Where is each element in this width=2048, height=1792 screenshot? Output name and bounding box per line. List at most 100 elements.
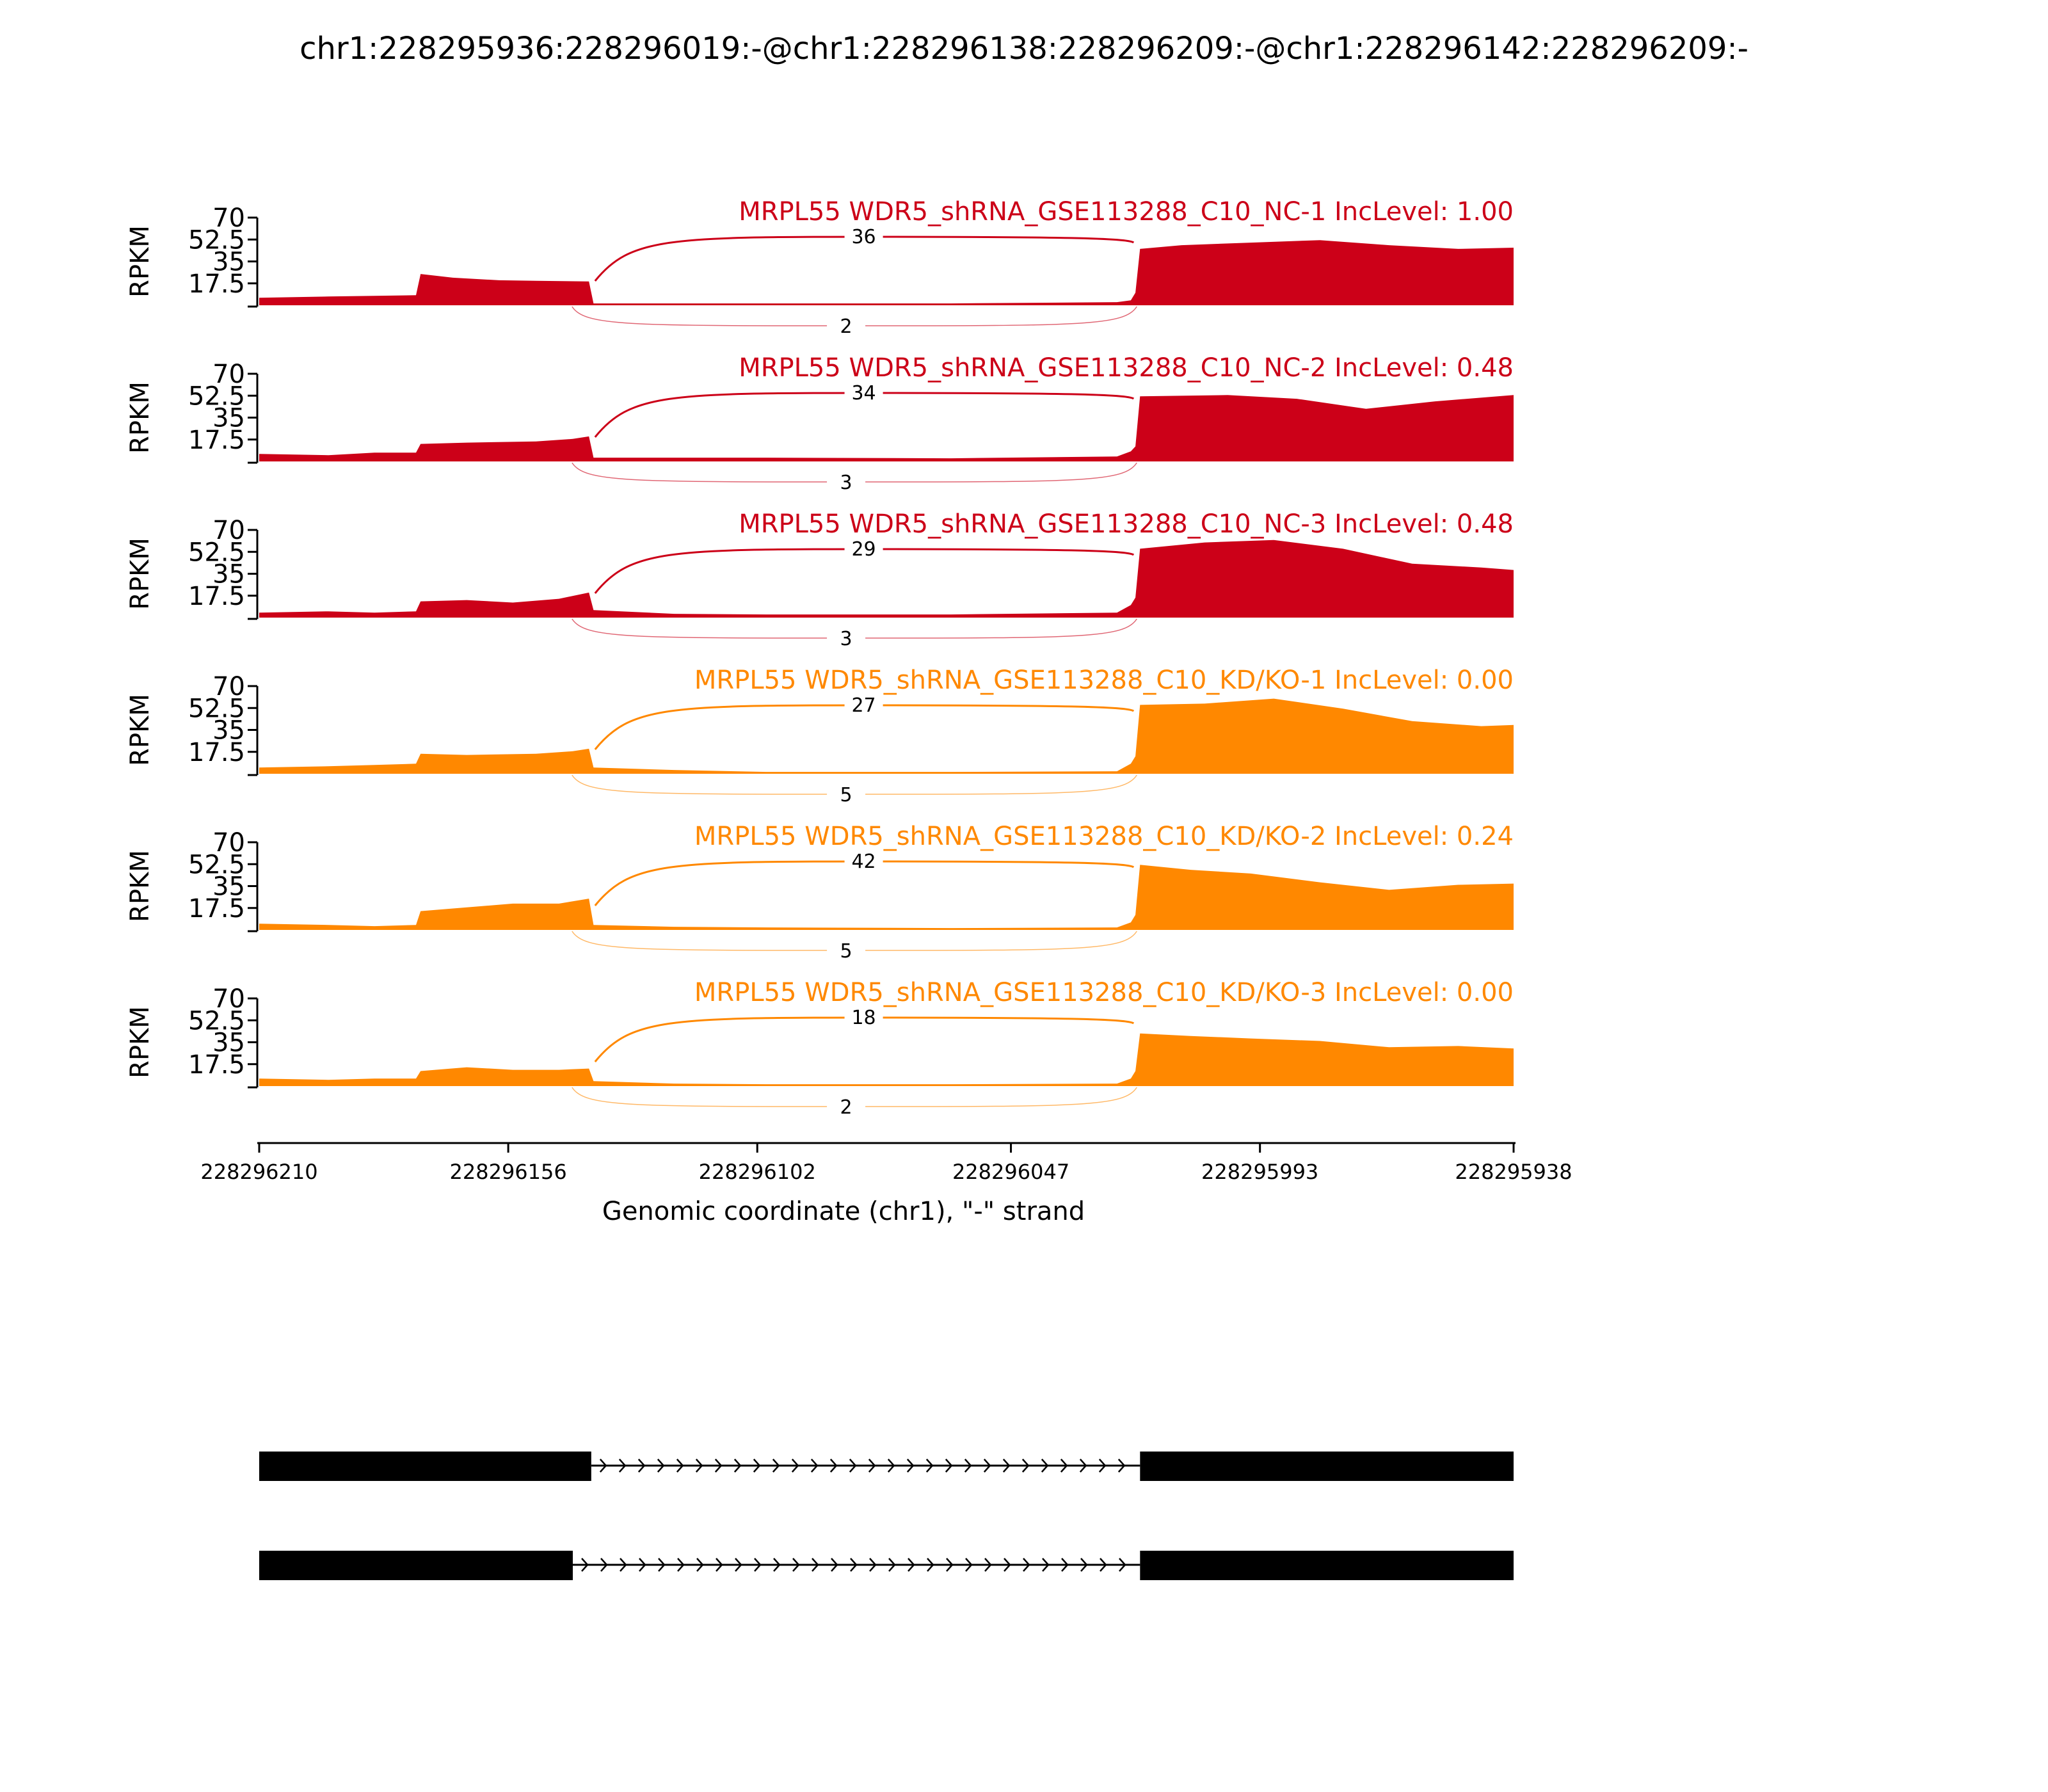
exon-block <box>1140 1551 1514 1580</box>
strand-arrow <box>829 1459 838 1473</box>
x-tick-label: 228296210 <box>200 1160 317 1184</box>
strand-arrow <box>927 1558 934 1572</box>
junction-label-bg <box>844 227 883 247</box>
junction-label-bg <box>844 539 883 559</box>
junction-count-lower: 2 <box>840 1096 852 1119</box>
strand-arrow <box>714 1459 723 1473</box>
strand-arrow <box>908 1558 915 1572</box>
strand-arrow <box>849 1459 857 1473</box>
y-axis-label: RPKM <box>125 538 155 610</box>
y-tick-label: 52.5 <box>188 225 245 255</box>
x-tick-label: 228295993 <box>1201 1160 1318 1184</box>
y-tick-label: 17.5 <box>188 269 245 299</box>
gene-model-tracks <box>259 1452 1514 1580</box>
exon-block <box>259 1551 573 1580</box>
strand-arrow <box>887 1459 895 1473</box>
y-tick-label: 70 <box>212 204 245 233</box>
coverage-area <box>259 540 1514 618</box>
strand-arrow <box>600 1558 608 1572</box>
junction-count-upper: 29 <box>851 538 876 561</box>
junction-label-bg <box>844 695 883 716</box>
coverage-area <box>259 698 1514 774</box>
junction-count-upper: 34 <box>851 382 876 404</box>
strand-arrow <box>1060 1459 1068 1473</box>
y-tick-label: 35 <box>212 1028 245 1058</box>
strand-arrow <box>810 1459 819 1473</box>
y-axis-label: RPKM <box>125 225 155 298</box>
y-tick-label: 17.5 <box>188 738 245 767</box>
y-tick-label: 52.5 <box>188 1006 245 1036</box>
strand-arrow <box>599 1459 607 1473</box>
junction-count-upper: 18 <box>851 1007 876 1029</box>
y-tick-label: 70 <box>212 672 245 701</box>
junction-count-lower: 2 <box>840 316 852 338</box>
y-tick-label: 17.5 <box>188 1050 245 1080</box>
strand-arrow <box>716 1558 723 1572</box>
junction-label-bg <box>844 851 883 872</box>
coverage-area <box>259 1033 1514 1086</box>
y-tick-label: 70 <box>212 984 245 1014</box>
junction-count-lower: 5 <box>840 784 852 806</box>
junction-label-bg <box>827 1098 866 1117</box>
strand-arrow <box>1023 1558 1030 1572</box>
y-tick-label: 17.5 <box>188 426 245 455</box>
strand-arrow <box>983 1459 991 1473</box>
strand-arrow <box>773 1558 781 1572</box>
strand-arrow <box>1021 1459 1030 1473</box>
strand-arrow <box>888 1558 896 1572</box>
y-axis-label: RPKM <box>125 850 155 922</box>
y-tick-label: 52.5 <box>188 694 245 723</box>
strand-arrow <box>812 1558 819 1572</box>
track-label: MRPL55 WDR5_shRNA_GSE113288_C10_KD/KO-2 … <box>694 822 1514 851</box>
strand-arrow <box>1100 1558 1107 1572</box>
strand-arrow <box>639 1558 646 1572</box>
junction-label-bg <box>844 1007 883 1028</box>
strand-arrow <box>581 1558 589 1572</box>
strand-arrow <box>868 1459 876 1473</box>
junction-count-lower: 3 <box>840 472 852 494</box>
strand-arrow <box>792 1558 800 1572</box>
exon-block <box>259 1452 591 1481</box>
strand-arrow <box>831 1558 838 1572</box>
y-tick-label: 17.5 <box>188 894 245 924</box>
y-tick-label: 70 <box>212 828 245 858</box>
strand-arrow <box>984 1558 992 1572</box>
y-axis-label: RPKM <box>125 381 155 454</box>
strand-arrow <box>869 1558 877 1572</box>
coverage-area <box>259 240 1514 305</box>
track-label: MRPL55 WDR5_shRNA_GSE113288_C10_KD/KO-1 … <box>694 666 1514 695</box>
coverage-area <box>259 865 1514 930</box>
strand-arrow <box>618 1459 627 1473</box>
strand-arrow <box>735 1558 742 1572</box>
strand-arrow <box>1117 1459 1126 1473</box>
strand-arrow <box>657 1459 665 1473</box>
strand-arrow <box>1061 1558 1069 1572</box>
track-label: MRPL55 WDR5_shRNA_GSE113288_C10_NC-3 Inc… <box>739 509 1514 539</box>
coverage-area <box>259 395 1514 461</box>
strand-arrow <box>945 1459 953 1473</box>
y-axis-label: RPKM <box>125 694 155 766</box>
strand-arrow <box>1119 1558 1126 1572</box>
y-tick-label: 35 <box>212 560 245 589</box>
junction-count-upper: 27 <box>851 694 876 717</box>
y-axis-label: RPKM <box>125 1006 155 1078</box>
strand-arrow <box>733 1459 742 1473</box>
track-label: MRPL55 WDR5_shRNA_GSE113288_C10_NC-2 Inc… <box>739 353 1514 383</box>
x-axis: 228296210 228296156 228296102 228296047 2282… <box>200 1142 1572 1184</box>
strand-arrow <box>850 1558 858 1572</box>
strand-arrow <box>695 1459 703 1473</box>
junction-label-bg <box>827 629 866 648</box>
y-tick-label: 70 <box>212 516 245 545</box>
strand-arrow <box>1041 1459 1049 1473</box>
y-tick-label: 52.5 <box>188 381 245 411</box>
strand-arrow <box>925 1459 934 1473</box>
y-tick-label: 35 <box>212 872 245 902</box>
strand-arrow <box>964 1459 972 1473</box>
y-tick-label: 17.5 <box>188 582 245 611</box>
junction-count-lower: 3 <box>840 628 852 650</box>
